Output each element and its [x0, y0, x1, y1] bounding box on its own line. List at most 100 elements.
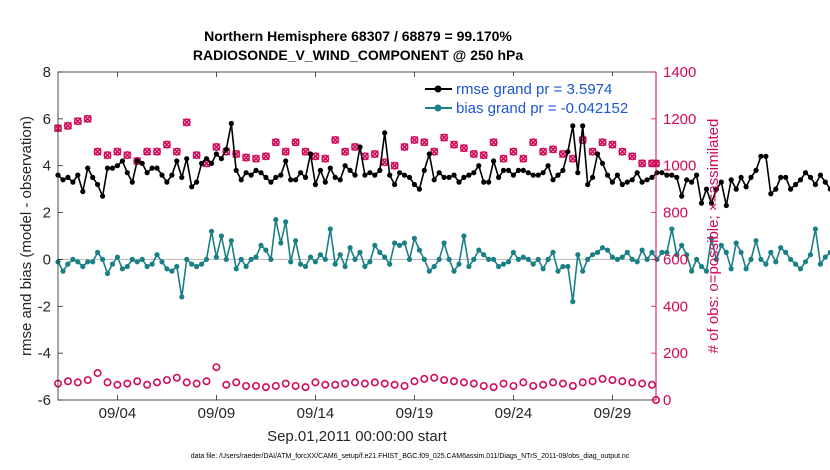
- rmse-point: [580, 123, 586, 129]
- rmse-point: [768, 191, 774, 197]
- rmse-point: [619, 181, 625, 188]
- rmse-point: [90, 174, 96, 180]
- bias-point: [510, 249, 516, 255]
- rmse-point: [481, 179, 487, 185]
- rmse-point: [599, 160, 606, 166]
- bias-point: [273, 217, 279, 223]
- y2-tick-label: 1400: [663, 64, 696, 81]
- bias-point: [362, 263, 368, 270]
- bias-point: [342, 263, 348, 270]
- rmse-point: [694, 172, 700, 178]
- rmse-point: [184, 156, 190, 162]
- rmse-point: [614, 172, 621, 178]
- obs-assimilated-marker: [568, 154, 577, 163]
- bias-point: [248, 256, 254, 262]
- rmse-point: [228, 120, 234, 127]
- obs-possible-marker: [588, 377, 597, 386]
- bias-point: [802, 259, 809, 265]
- bias-point: [461, 233, 467, 239]
- chart-subtitle: RADIOSONDE_V_WIND_COMPONENT @ 250 hPa: [193, 47, 523, 63]
- bias-point: [629, 256, 635, 262]
- rmse-point: [500, 167, 507, 173]
- x-axis-label: Sep.01,2011 00:00:00 start: [267, 428, 448, 445]
- bias-point: [293, 238, 299, 244]
- rmse-point: [426, 151, 432, 157]
- obs-possible-marker: [103, 378, 112, 387]
- obs-possible-marker: [370, 150, 379, 159]
- obs-possible-marker: [222, 380, 231, 389]
- obs-assimilated-marker: [390, 161, 399, 170]
- obs-possible-marker: [489, 383, 498, 392]
- rmse-point: [703, 186, 710, 192]
- x-tick-label: 09/04: [99, 405, 137, 422]
- rmse-point: [75, 172, 81, 178]
- obs-possible-marker: [549, 145, 558, 154]
- obs-possible-marker: [568, 381, 577, 390]
- rmse-point: [164, 179, 170, 185]
- bias-point: [401, 240, 408, 246]
- obs-possible-marker: [212, 142, 221, 151]
- obs-possible-marker: [93, 369, 102, 378]
- bias-point: [713, 256, 720, 262]
- rmse-point: [793, 181, 799, 188]
- obs-possible-marker: [73, 117, 82, 126]
- obs-possible-marker: [469, 379, 478, 388]
- obs-possible-marker: [341, 147, 350, 156]
- rmse-point: [139, 160, 145, 166]
- bias-point: [233, 266, 239, 272]
- rmse-point: [451, 172, 457, 178]
- bias-point: [129, 256, 135, 262]
- rmse-point: [397, 170, 403, 176]
- obs-possible-marker: [162, 376, 171, 385]
- rmse-point: [644, 177, 650, 183]
- bias-point: [243, 263, 249, 270]
- bias-point: [213, 254, 219, 260]
- obs-possible-marker: [291, 138, 300, 147]
- rmse-point: [654, 170, 660, 176]
- y2-tick-label: 600: [663, 251, 688, 268]
- rmse-point: [505, 167, 512, 173]
- obs-assimilated-marker: [558, 150, 567, 158]
- rmse-point: [109, 165, 116, 171]
- bias-point: [679, 242, 685, 248]
- obs-possible-marker: [123, 151, 132, 160]
- rmse-point: [629, 177, 635, 183]
- bias-point: [258, 242, 264, 248]
- bias-point: [377, 249, 383, 255]
- obs-possible-marker: [479, 151, 488, 160]
- rmse-point: [590, 174, 596, 180]
- rmse-point: [733, 186, 739, 192]
- obs-assimilated-marker: [83, 114, 92, 123]
- obs-assimilated-marker: [123, 151, 132, 160]
- x-tick-label: 09/29: [594, 405, 632, 422]
- rmse-point: [540, 170, 546, 176]
- bias-point: [822, 254, 828, 260]
- rmse-point: [258, 170, 264, 176]
- rmse-point: [253, 167, 259, 173]
- footnote: data file: /Users/raeder/DAI/ATM_forcXX/…: [191, 453, 630, 460]
- bias-point: [322, 256, 328, 262]
- obs-possible-marker: [618, 147, 627, 156]
- series-layer: [53, 114, 830, 404]
- rmse-point: [560, 167, 566, 173]
- bias-point: [357, 249, 363, 255]
- obs-possible-marker: [113, 147, 122, 156]
- obs-possible-marker: [113, 380, 122, 389]
- rmse-point: [352, 172, 358, 178]
- bias-point: [698, 263, 705, 270]
- rmse-point: [570, 123, 576, 129]
- rmse-point: [80, 188, 86, 195]
- rmse-point: [797, 177, 804, 183]
- rmse-point: [362, 172, 368, 178]
- bias-series: [55, 217, 830, 305]
- obs-possible-marker: [93, 147, 102, 156]
- rmse-point: [307, 151, 314, 157]
- bias-point: [703, 268, 710, 274]
- obs-possible-marker: [83, 114, 92, 123]
- obs-assimilated-marker: [489, 138, 498, 147]
- obs-possible-marker: [390, 161, 399, 170]
- y2-tick-label: 800: [663, 205, 688, 222]
- obs-assimilated-marker: [509, 147, 518, 156]
- bias-point: [649, 249, 655, 255]
- bias-point: [793, 261, 799, 267]
